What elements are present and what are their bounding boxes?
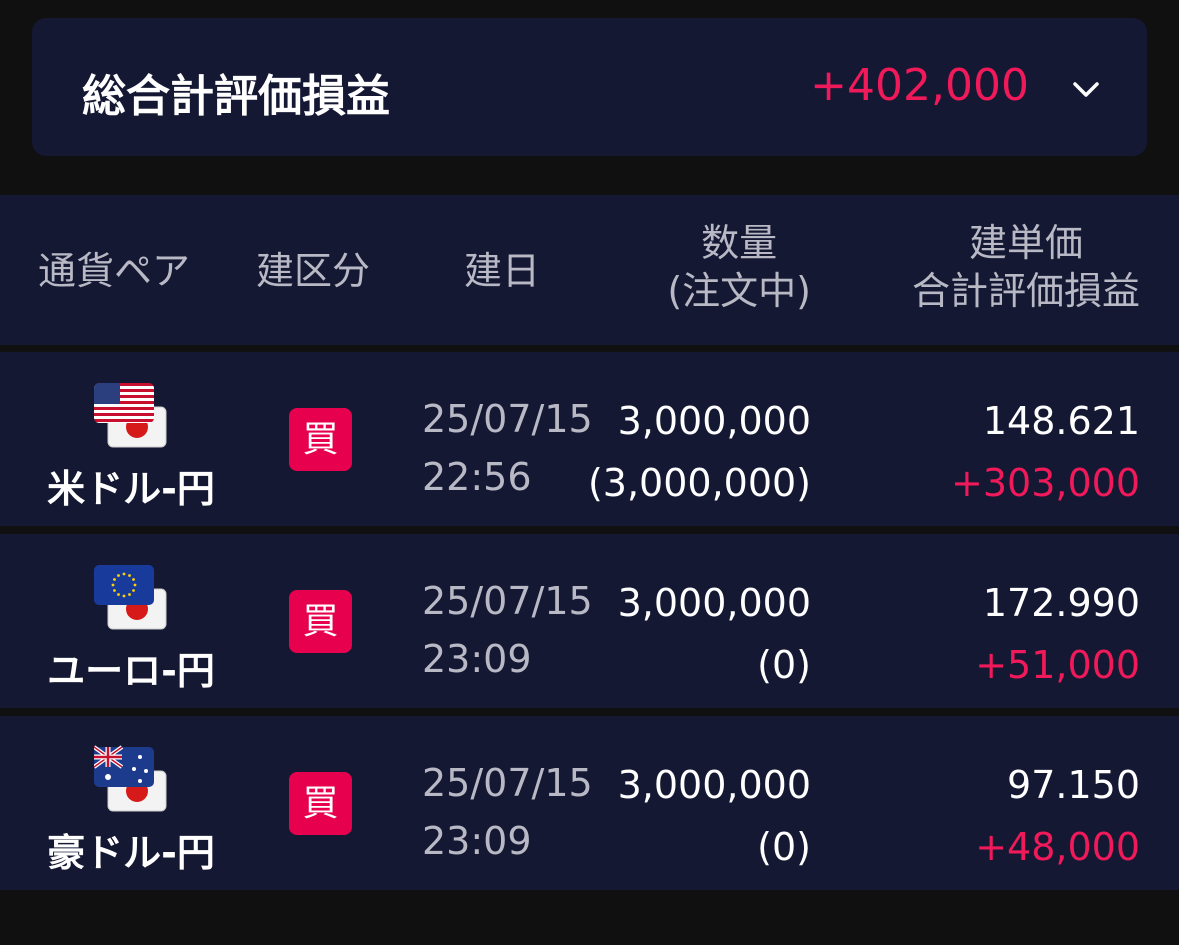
row-pl: +51,000 bbox=[975, 643, 1140, 687]
buy-badge: 買 bbox=[289, 590, 352, 653]
row-pl: +303,000 bbox=[951, 461, 1140, 505]
header-price-line1: 建単価 bbox=[968, 221, 1083, 265]
eu-flag-icon bbox=[94, 565, 154, 605]
header-qty: 数量 (注文中) bbox=[667, 219, 811, 315]
quantity: 3,000,000 (0) bbox=[618, 754, 811, 878]
price-pl: 172.990 +51,000 bbox=[975, 572, 1140, 696]
header-pair: 通貨ペア bbox=[38, 249, 191, 293]
open-date: 25/07/15 bbox=[422, 761, 593, 805]
quantity: 3,000,000 (3,000,000) bbox=[588, 390, 811, 514]
pair-name: 米ドル-円 bbox=[47, 467, 215, 511]
open-date: 25/07/15 bbox=[422, 397, 593, 441]
open-datetime: 25/07/15 23:09 bbox=[422, 754, 593, 870]
open-price: 172.990 bbox=[982, 581, 1140, 625]
currency-pair-flags bbox=[94, 745, 167, 812]
open-time: 23:09 bbox=[422, 819, 532, 863]
quantity: 3,000,000 (0) bbox=[618, 572, 811, 696]
qty-pending: (0) bbox=[757, 643, 811, 687]
price-pl: 97.150 +48,000 bbox=[975, 754, 1140, 878]
open-time: 22:56 bbox=[422, 455, 532, 499]
open-time: 23:09 bbox=[422, 637, 532, 681]
row-pl: +48,000 bbox=[975, 825, 1140, 869]
header-qty-line2: (注文中) bbox=[667, 269, 811, 313]
currency-pair-flags bbox=[94, 565, 167, 630]
price-pl: 148.621 +303,000 bbox=[951, 390, 1140, 514]
currency-pair-flags bbox=[94, 383, 167, 448]
position-row[interactable]: 米ドル-円 買 25/07/15 22:56 3,000,000 (3,000,00… bbox=[0, 352, 1179, 526]
open-price: 148.621 bbox=[982, 399, 1140, 443]
position-row[interactable]: 豪ドル-円 買 25/07/15 23:09 3,000,000 (0) 97.15… bbox=[0, 716, 1179, 890]
position-row[interactable]: ユーロ-円 買 25/07/15 23:09 3,000,000 (0) 172.9… bbox=[0, 534, 1179, 708]
au-flag-icon bbox=[94, 745, 154, 787]
qty-pending: (3,000,000) bbox=[587, 461, 811, 505]
buy-badge: 買 bbox=[289, 772, 352, 835]
table-header: 通貨ペア 建区分 建日 数量 (注文中) 建単価 合計評価損益 bbox=[0, 195, 1179, 345]
open-price: 97.150 bbox=[1007, 763, 1140, 807]
header-price-line2: 合計評価損益 bbox=[911, 269, 1140, 313]
qty-value: 3,000,000 bbox=[617, 399, 811, 443]
qty-value: 3,000,000 bbox=[617, 763, 811, 807]
total-pl-summary[interactable]: 総合計評価損益 +402,000 bbox=[32, 18, 1147, 156]
chevron-down-icon[interactable] bbox=[1071, 74, 1101, 104]
pair-name: ユーロ-円 bbox=[47, 649, 215, 693]
summary-title: 総合計評価損益 bbox=[82, 71, 390, 122]
qty-pending: (0) bbox=[757, 825, 811, 869]
buy-badge: 買 bbox=[289, 408, 352, 471]
header-side: 建区分 bbox=[256, 249, 371, 293]
qty-value: 3,000,000 bbox=[617, 581, 811, 625]
summary-total: +402,000 bbox=[810, 60, 1029, 111]
open-date: 25/07/15 bbox=[422, 579, 593, 623]
us-flag-icon bbox=[94, 383, 154, 423]
open-datetime: 25/07/15 22:56 bbox=[422, 390, 593, 506]
header-date: 建日 bbox=[464, 249, 541, 293]
pair-name: 豪ドル-円 bbox=[47, 831, 215, 875]
header-price: 建単価 合計評価損益 bbox=[912, 219, 1140, 315]
header-qty-line1: 数量 bbox=[701, 221, 778, 265]
open-datetime: 25/07/15 23:09 bbox=[422, 572, 593, 688]
